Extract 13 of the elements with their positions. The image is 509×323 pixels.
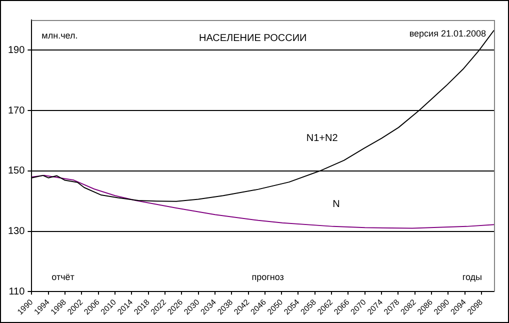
annotation: версия 21.01.2008 bbox=[409, 28, 486, 38]
series-label: N1+N2 bbox=[306, 133, 338, 144]
text: НАСЕЛЕНИЕ РОССИИ bbox=[198, 32, 307, 44]
y-tick-label: 150 bbox=[8, 166, 26, 177]
x-axis-title: годы bbox=[462, 272, 482, 282]
y-axis-title: млн.чел. bbox=[42, 30, 78, 40]
y-tick-label: 130 bbox=[8, 226, 26, 238]
series-label: N bbox=[332, 199, 340, 210]
annotation: отчёт bbox=[52, 272, 74, 282]
annotation: прогноз bbox=[252, 272, 284, 282]
y-tick-label: 190 bbox=[8, 44, 26, 56]
y-tick-label: 170 bbox=[8, 105, 26, 116]
y-tick-label: 110 bbox=[8, 286, 26, 298]
